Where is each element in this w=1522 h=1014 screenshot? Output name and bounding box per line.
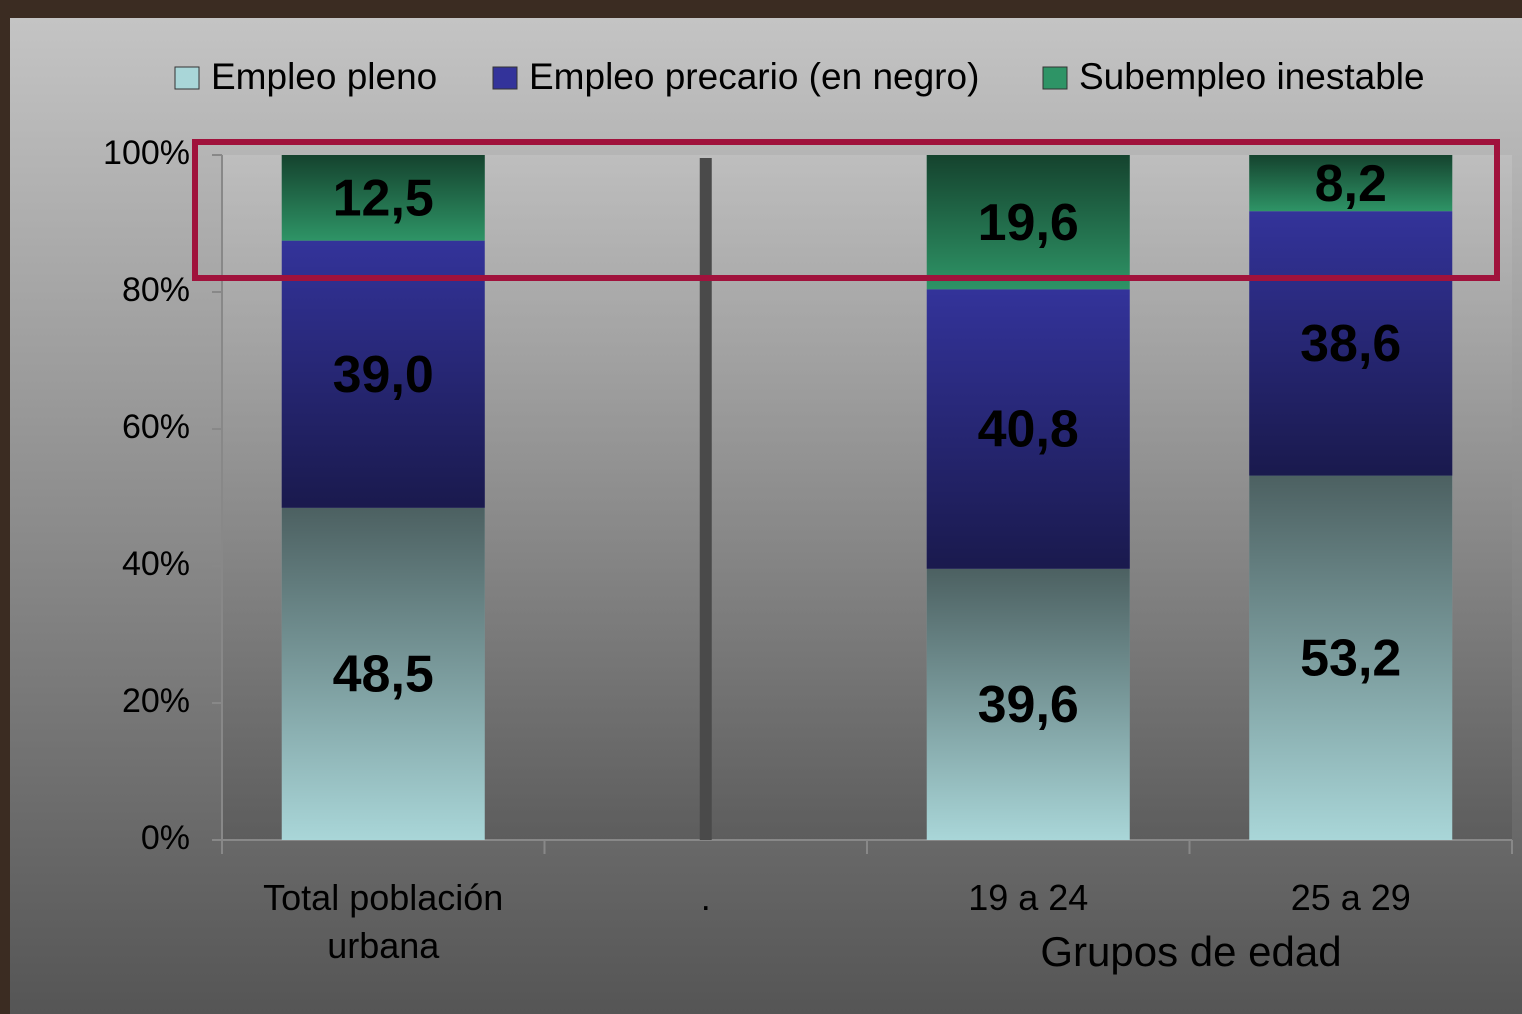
y-tick-label: 0% bbox=[141, 819, 190, 857]
x-tick-label: 25 a 29 bbox=[1290, 877, 1411, 918]
data-label: 12,5 bbox=[333, 170, 434, 228]
y-tick-label: 100% bbox=[103, 134, 190, 172]
data-label: 39,0 bbox=[333, 346, 434, 404]
legend-swatch bbox=[492, 66, 518, 90]
legend-label: Subempleo inestable bbox=[1079, 56, 1425, 97]
data-label: 53,2 bbox=[1300, 630, 1401, 688]
bar-shade bbox=[281, 507, 485, 840]
x-tick-label: Total población urbana bbox=[263, 877, 504, 966]
y-tick-label: 40% bbox=[122, 545, 190, 583]
bar-shade bbox=[1249, 475, 1453, 840]
data-label: 48,5 bbox=[333, 646, 434, 704]
legend-label: Empleo precario (en negro) bbox=[529, 56, 979, 97]
data-label: 8,2 bbox=[1315, 155, 1387, 213]
highlight-box bbox=[192, 139, 1500, 281]
y-tick-label: 20% bbox=[122, 682, 190, 720]
bar-shade bbox=[1249, 211, 1453, 476]
bar-shade bbox=[926, 568, 1130, 840]
legend-label: Empleo pleno bbox=[211, 56, 437, 97]
bar-shade bbox=[1249, 155, 1453, 212]
x-axis-label: Grupos de edad bbox=[1040, 928, 1341, 975]
separator bbox=[699, 158, 712, 840]
bar-shade bbox=[281, 155, 485, 241]
x-tick-label: . bbox=[700, 877, 711, 918]
data-label: 40,8 bbox=[978, 401, 1079, 459]
data-label: 38,6 bbox=[1300, 315, 1401, 373]
y-tick-label: 60% bbox=[122, 408, 190, 446]
bar-shade bbox=[926, 289, 1130, 569]
data-label: 39,6 bbox=[978, 676, 1079, 734]
bar-shade bbox=[926, 155, 1130, 290]
legend-swatch bbox=[174, 66, 200, 90]
data-label: 19,6 bbox=[978, 194, 1079, 252]
y-tick-label: 80% bbox=[122, 271, 190, 309]
legend-swatch bbox=[1042, 66, 1068, 90]
bar-shade bbox=[281, 240, 485, 508]
x-tick-label: 19 a 24 bbox=[968, 877, 1089, 918]
